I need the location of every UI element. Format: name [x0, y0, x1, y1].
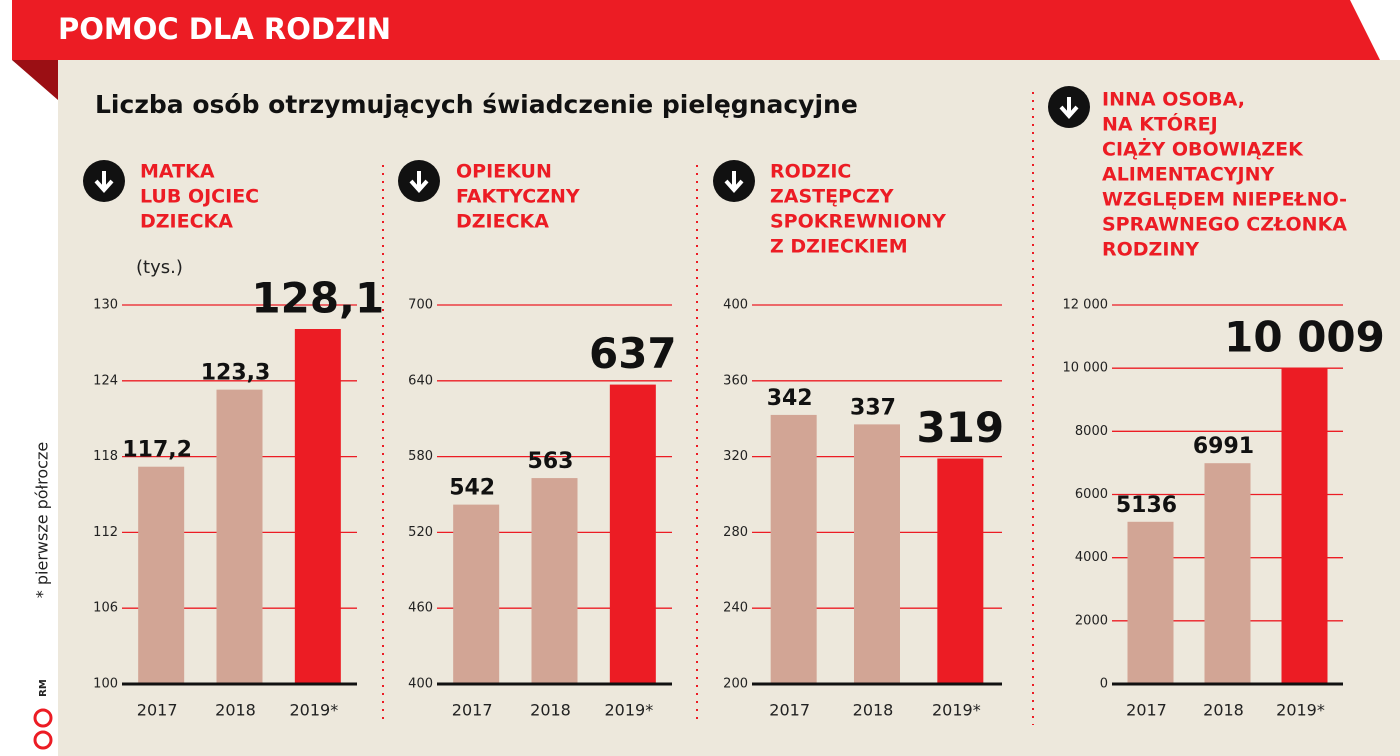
x-tick-label: 2017 [769, 701, 810, 720]
value-label: 6991 [1193, 434, 1254, 459]
x-tick-label: 2019* [1276, 701, 1325, 720]
chart-title: LUB OJCIEC [140, 186, 259, 208]
arrow-icon [409, 171, 429, 194]
y-tick-label: 320 [723, 449, 748, 464]
y-tick-label: 520 [408, 525, 433, 540]
value-label: 337 [850, 395, 896, 420]
chart-title: DZIECKA [140, 211, 233, 233]
bar [531, 478, 578, 683]
x-tick-label: 2019* [604, 701, 653, 720]
y-tick-label: 4000 [1075, 550, 1108, 565]
y-tick-label: 400 [723, 298, 748, 313]
x-tick-label: 2017 [452, 701, 493, 720]
value-label: 542 [449, 476, 495, 501]
chart-title: ZASTĘPCZY [770, 186, 894, 208]
copyright-icon [33, 708, 53, 728]
y-tick-label: 460 [408, 601, 433, 616]
y-tick-label: 12 000 [1063, 298, 1109, 313]
chart-title: Z DZIECKIEM [770, 236, 908, 258]
y-tick-label: 106 [93, 601, 118, 616]
y-tick-label: 8000 [1075, 424, 1108, 439]
y-tick-label: 700 [408, 298, 433, 313]
y-tick-label: 200 [723, 677, 748, 692]
arrow-icon [94, 171, 114, 194]
y-tick-label: 100 [93, 677, 118, 692]
value-label: 128,1 [251, 274, 384, 323]
bar [609, 384, 656, 683]
arrow-icon [724, 171, 744, 194]
value-label: 123,3 [201, 361, 271, 386]
bar [453, 504, 500, 683]
value-label: 319 [916, 403, 1004, 452]
value-label: 117,2 [122, 438, 192, 463]
y-tick-label: 640 [408, 373, 433, 388]
chart-title: SPRAWNEGO CZŁONKA [1102, 214, 1347, 236]
credit: RM [38, 679, 49, 697]
copyright-icon [33, 730, 53, 750]
value-label: 637 [589, 329, 677, 378]
chart-title: NA KTÓREJ [1102, 112, 1218, 136]
bar [138, 466, 185, 683]
chart-title: RODZIC [770, 161, 851, 183]
y-tick-label: 130 [93, 298, 118, 313]
chart-title: ALIMENTACYJNY [1102, 164, 1275, 186]
y-tick-label: 400 [408, 677, 433, 692]
y-tick-label: 124 [93, 373, 118, 388]
bar [854, 424, 900, 683]
x-tick-label: 2018 [530, 701, 571, 720]
chart-title: RODZINY [1102, 239, 1199, 261]
value-label: 5136 [1116, 493, 1177, 518]
chart-title: INNA OSOBA, [1102, 89, 1245, 111]
x-tick-label: 2017 [137, 701, 178, 720]
chart-title: MATKA [140, 161, 215, 183]
value-label: 563 [528, 449, 574, 474]
unit-label: (tys.) [136, 257, 183, 278]
bar [1204, 463, 1251, 683]
header-banner [12, 0, 1380, 60]
subtitle: Liczba osób otrzymujących świadczenie pi… [95, 90, 858, 119]
value-label: 342 [767, 386, 813, 411]
banner-fold [12, 60, 58, 100]
y-tick-label: 112 [93, 525, 118, 540]
bar [216, 389, 263, 683]
x-tick-label: 2019* [932, 701, 981, 720]
chart-title: DZIECKA [456, 211, 549, 233]
x-tick-label: 2018 [215, 701, 256, 720]
y-tick-label: 240 [723, 601, 748, 616]
y-tick-label: 6000 [1075, 487, 1108, 502]
bar [1281, 367, 1328, 683]
chart-title: SPOKREWNIONY [770, 211, 946, 233]
y-tick-label: 580 [408, 449, 433, 464]
x-tick-label: 2017 [1126, 701, 1167, 720]
y-tick-label: 2000 [1075, 613, 1108, 628]
value-label: 10 009 [1224, 312, 1385, 361]
chart-title: OPIEKUN [456, 161, 552, 183]
chart-title: FAKTYCZNY [456, 186, 580, 208]
y-tick-label: 118 [93, 449, 118, 464]
bar [1127, 521, 1174, 683]
y-tick-label: 280 [723, 525, 748, 540]
bar [937, 458, 984, 683]
bar [770, 414, 817, 683]
y-tick-label: 10 000 [1063, 361, 1109, 376]
y-tick-label: 360 [723, 373, 748, 388]
x-tick-label: 2018 [1203, 701, 1244, 720]
bar [294, 329, 341, 683]
chart-title: CIĄŻY OBOWIĄZEK [1102, 137, 1304, 161]
y-tick-label: 0 [1100, 677, 1108, 692]
chart-title: WZGLĘDEM NIEPEŁNO- [1102, 189, 1347, 211]
footnote: * pierwsze półrocze [33, 442, 52, 598]
x-tick-label: 2019* [289, 701, 338, 720]
arrow-icon [1059, 97, 1079, 120]
header-title: POMOC DLA RODZIN [58, 12, 391, 46]
x-tick-label: 2018 [853, 701, 894, 720]
